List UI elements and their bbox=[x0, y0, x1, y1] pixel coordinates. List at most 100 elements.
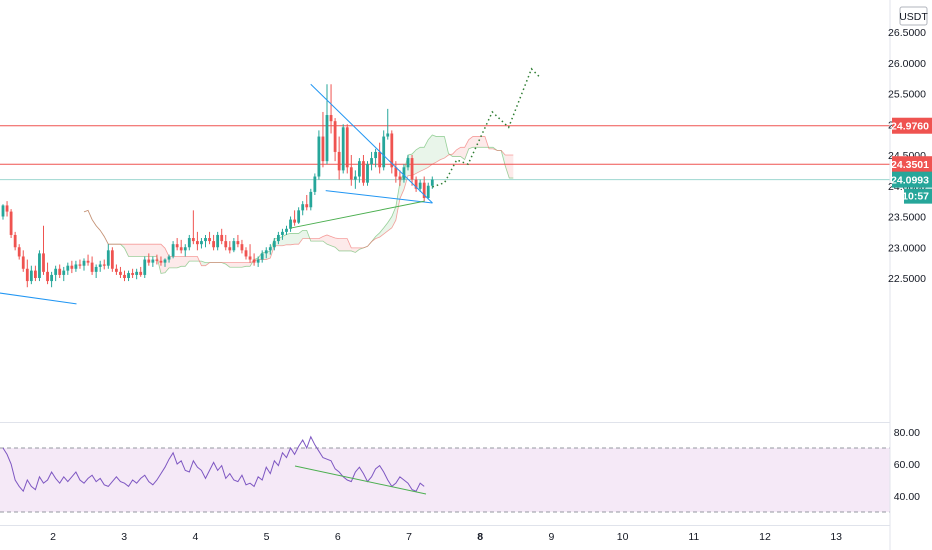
candle-body bbox=[147, 259, 151, 263]
cloud-segment bbox=[237, 262, 242, 268]
cloud-segment bbox=[440, 136, 445, 160]
candle-body bbox=[5, 205, 9, 212]
cloud-segment bbox=[185, 256, 190, 267]
currency-label: USDT bbox=[899, 11, 928, 23]
candle-body bbox=[143, 259, 147, 275]
cloud-segment bbox=[460, 147, 465, 160]
rsi-tick-label: 80.00 bbox=[894, 427, 920, 439]
countdown-label: 10:57 bbox=[902, 191, 929, 203]
candle-body bbox=[155, 259, 159, 261]
time-tick-label: 9 bbox=[548, 531, 554, 543]
candle-body bbox=[370, 158, 373, 165]
cloud-segment bbox=[331, 236, 336, 248]
candle-body bbox=[349, 167, 353, 180]
time-tick-label: 8 bbox=[477, 531, 483, 543]
price-tick-label: 26.0000 bbox=[888, 58, 926, 70]
time-tick-label: 3 bbox=[121, 531, 127, 543]
cloud-segment bbox=[241, 262, 246, 268]
price-tag-label: 24.3501 bbox=[891, 159, 929, 171]
candle-body bbox=[422, 182, 426, 199]
cloud-segment bbox=[128, 244, 133, 257]
candle-body bbox=[216, 234, 220, 248]
candle-body bbox=[382, 136, 386, 168]
candle-body bbox=[341, 127, 345, 171]
time-tick-label: 7 bbox=[406, 531, 412, 543]
candle-body bbox=[277, 234, 280, 242]
candle-body bbox=[297, 210, 301, 223]
rsi-pane bbox=[0, 435, 890, 513]
cloud-segment bbox=[476, 136, 481, 148]
candle-body bbox=[66, 265, 70, 271]
time-tick-label: 2 bbox=[50, 531, 56, 543]
candle-body bbox=[301, 204, 305, 211]
candle-body bbox=[366, 164, 369, 183]
cloud-segment bbox=[229, 262, 234, 268]
cloud-segment bbox=[193, 256, 198, 262]
cloud-segment bbox=[286, 233, 291, 245]
candle-body bbox=[325, 115, 329, 162]
candle-body bbox=[353, 176, 357, 180]
candle-body bbox=[127, 273, 130, 278]
candle-body bbox=[374, 151, 377, 159]
candle-body bbox=[410, 158, 414, 180]
cloud-segment bbox=[233, 262, 238, 268]
candle-body bbox=[74, 264, 78, 269]
time-axis[interactable]: 2 3 4 5 6 7 8 9 10 11 12 13 bbox=[0, 525, 890, 544]
candle-body bbox=[398, 176, 402, 180]
currency-box[interactable] bbox=[899, 6, 928, 26]
candle-body bbox=[293, 219, 296, 223]
candle-body bbox=[232, 241, 236, 251]
candle-body bbox=[426, 185, 430, 199]
cloud-segment bbox=[124, 244, 129, 257]
trendline-wedge-lower[interactable] bbox=[325, 190, 433, 204]
candle-body bbox=[54, 268, 58, 275]
candle-body bbox=[260, 253, 264, 260]
countdown-tag bbox=[904, 188, 932, 204]
cloud-segment bbox=[436, 136, 441, 163]
candle-body bbox=[131, 273, 134, 275]
time-tick-label: 12 bbox=[759, 531, 771, 543]
cloud-segment bbox=[318, 236, 323, 242]
rsi-tick-label: 40.00 bbox=[894, 491, 920, 503]
cloud-segment bbox=[294, 233, 299, 245]
price-tag-label: 24.9760 bbox=[891, 121, 929, 133]
cloud-segment bbox=[416, 147, 421, 174]
candle-body bbox=[358, 161, 361, 177]
cloud-segment bbox=[246, 262, 251, 267]
candle-body bbox=[94, 266, 98, 272]
axis-tags: USDT 24.9760 24.3501 24.0993 10:57 bbox=[891, 6, 932, 204]
time-tick-label: 5 bbox=[264, 531, 270, 543]
candle-body bbox=[86, 260, 90, 263]
rsi-divergence-line[interactable] bbox=[294, 465, 427, 495]
candle-body bbox=[386, 133, 390, 137]
candle-body bbox=[187, 238, 191, 248]
cloud-segment bbox=[132, 244, 137, 257]
candle-body bbox=[321, 136, 325, 162]
candle-body bbox=[289, 219, 292, 229]
cloud-segment bbox=[314, 238, 319, 242]
candle-body bbox=[228, 247, 232, 251]
candle-body bbox=[139, 271, 143, 275]
candle-body bbox=[110, 250, 114, 269]
candle-body bbox=[42, 253, 45, 272]
cloud-segment bbox=[156, 244, 161, 274]
candle-body bbox=[378, 151, 382, 168]
candles-layer bbox=[1, 84, 434, 288]
candle-body bbox=[244, 250, 248, 257]
candle-body bbox=[402, 167, 406, 180]
projection-path[interactable] bbox=[432, 67, 542, 188]
trendline-support[interactable] bbox=[289, 200, 425, 229]
cloud-segment bbox=[387, 216, 392, 231]
candle-body bbox=[313, 176, 317, 192]
trendline-early-down[interactable] bbox=[0, 290, 77, 305]
candle-body bbox=[220, 234, 224, 242]
time-tick-label: 4 bbox=[192, 531, 198, 543]
candle-body bbox=[167, 256, 171, 260]
trendline-wedge-upper[interactable] bbox=[310, 83, 433, 204]
drawings-layer[interactable] bbox=[0, 67, 542, 305]
candle-body bbox=[200, 241, 203, 245]
cloud-segment bbox=[424, 139, 429, 170]
candle-body bbox=[208, 238, 211, 242]
candle-body bbox=[309, 191, 313, 208]
